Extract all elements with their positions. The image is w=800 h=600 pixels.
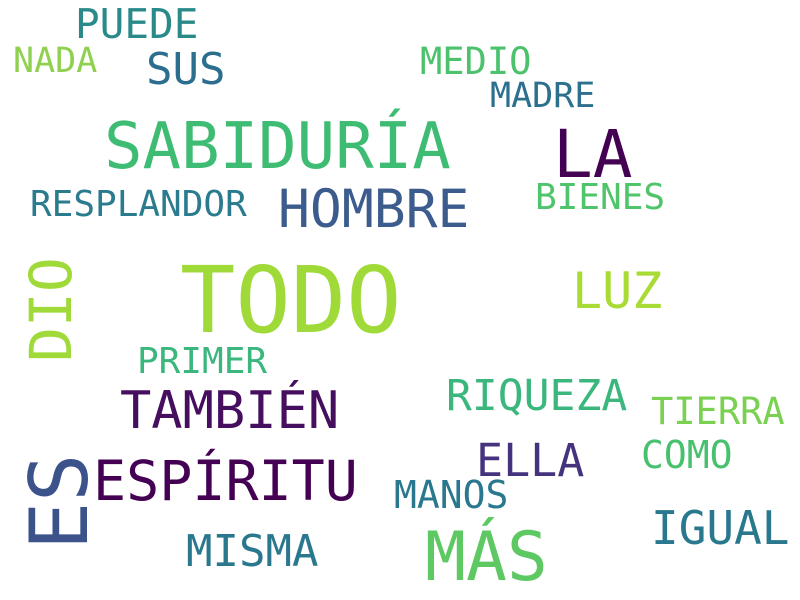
word-sabiduria: SABIDURÍA [104,110,451,184]
word-bienes: BIENES [535,177,666,218]
word-hombre: HOMBRE [278,179,470,240]
word-tierra: TIERRA [651,390,785,433]
word-medio: MEDIO [420,40,532,83]
word-como: COMO [641,433,733,477]
word-la: LA [553,116,633,193]
word-primer: PRIMER [137,341,268,382]
word-es: ES [13,453,106,550]
word-misma: MISMA [186,526,319,577]
word-resplandor: RESPLANDOR [30,184,247,225]
word-madre: MADRE [490,76,596,116]
word-espiritu: ESPÍRITU [93,449,358,513]
word-todo: TODO [180,247,402,354]
word-tambien: TAMBIÉN [120,381,340,441]
word-dio: DIO [17,257,85,362]
word-mas: MÁS [425,518,548,597]
word-luz: LUZ [572,262,663,320]
word-riqueza: RIQUEZA [446,371,628,421]
word-igual: IGUAL [651,501,790,555]
word-ella: ELLA [476,434,585,487]
word-nada: NADA [13,41,98,81]
word-manos: MANOS [394,473,509,517]
word-sus: SUS [146,44,226,95]
word-puede: PUEDE [75,0,199,48]
